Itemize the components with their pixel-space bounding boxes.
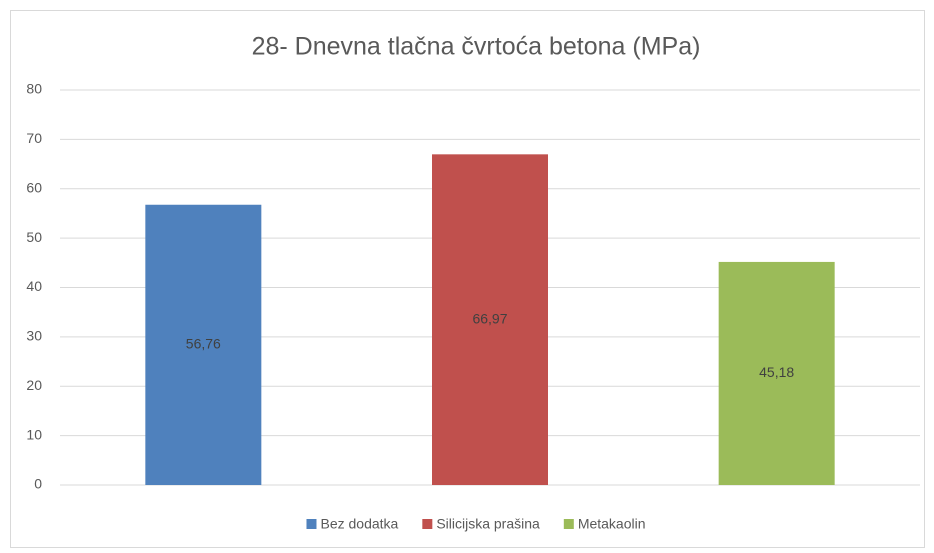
bar xyxy=(432,154,548,485)
data-label: 56,76 xyxy=(186,336,221,352)
y-tick-label: 30 xyxy=(26,328,42,344)
y-tick-label: 0 xyxy=(34,476,42,492)
bar xyxy=(145,204,262,485)
legend-label: Metakaolin xyxy=(578,516,646,532)
y-tick-label: 50 xyxy=(26,229,42,245)
y-tick-label: 80 xyxy=(26,81,42,97)
data-label: 45,18 xyxy=(759,364,794,380)
legend-swatch xyxy=(422,519,433,529)
legend-swatch xyxy=(306,519,317,529)
y-tick-label: 40 xyxy=(26,278,42,294)
y-tick-label: 10 xyxy=(26,426,42,442)
legend-swatch xyxy=(563,519,574,529)
bar xyxy=(718,261,835,485)
data-label: 66,97 xyxy=(472,310,507,326)
chart-title: 28- Dnevna tlačna čvrtoća betona (MPa) xyxy=(252,33,701,61)
y-tick-label: 20 xyxy=(26,377,42,393)
legend-label: Silicijska prašina xyxy=(436,516,540,532)
y-tick-label: 70 xyxy=(26,130,42,146)
y-tick-label: 60 xyxy=(26,179,42,195)
legend-label: Bez dodatka xyxy=(320,516,398,532)
